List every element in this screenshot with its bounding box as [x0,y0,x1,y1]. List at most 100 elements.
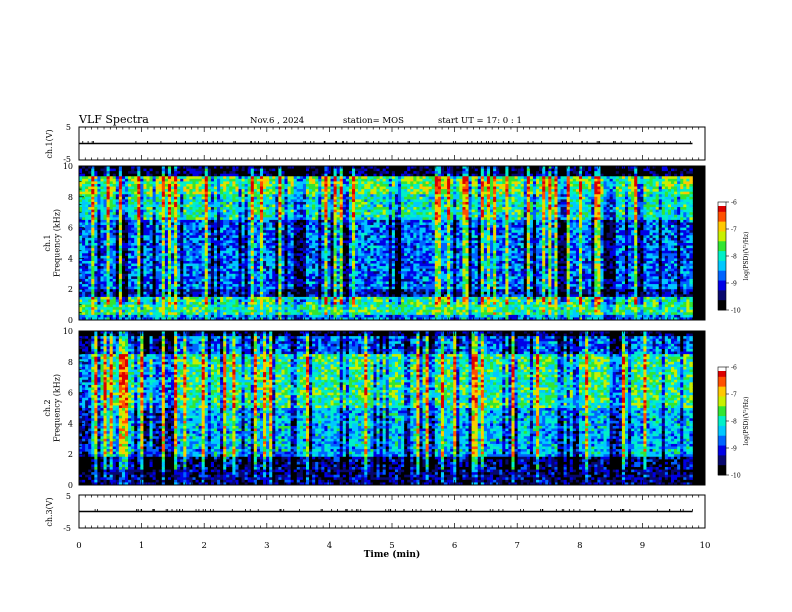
spectrogram-cell [180,230,184,234]
spectrogram-cell [177,230,181,234]
spectrogram-cell [256,294,261,298]
spectrogram-cell [143,304,147,308]
spectrogram-cell [278,289,282,293]
spectrogram-cell [131,222,135,226]
spectrogram-cell [82,243,86,246]
spectrogram-cell [247,186,252,190]
spectrogram-cell [226,240,230,244]
spectrogram-cell [312,171,316,175]
spectrogram-cell [164,271,169,275]
spectrogram-cell [100,230,104,234]
spectrogram-cell [177,199,181,203]
spectrogram-cell [109,299,114,303]
spectrogram-cell [186,181,190,185]
spectrogram-cell [302,286,307,290]
spectrogram-cell [103,178,107,182]
spectrogram-cell [281,214,285,218]
spectrogram-cell [85,207,89,210]
spectrogram-cell [256,178,261,182]
spectrogram-cell [177,243,181,246]
spectrogram-cell [180,294,184,298]
spectrogram-cell [94,294,98,298]
ch1-spectrogram-image [79,166,693,320]
spectrogram-cell [256,302,261,305]
spectrogram-cell [223,196,227,200]
spectrogram-cell [137,171,141,175]
spectrogram-cell [79,178,83,182]
spectrogram-cell [259,237,264,241]
spectrogram-cell [79,304,83,308]
spectrogram-cell [137,225,141,228]
spectrogram-cell [174,263,178,267]
spectrogram-cell [171,227,175,231]
spectrogram-cell [281,176,285,180]
spectrogram-cell [201,171,206,175]
spectrogram-cell [305,294,310,298]
spectrogram-cell [235,225,239,228]
spectrogram-cell [263,268,267,272]
spectrogram-cell [109,196,114,200]
spectrogram-cell [293,309,298,313]
spectrogram-cell [305,278,310,282]
spectrogram-cell [195,296,199,300]
spectrogram-cell [100,209,104,213]
spectrogram-cell [299,186,304,190]
spectrogram-cell [174,166,178,169]
spectrogram-cell [174,276,178,280]
spectrogram-cell [293,235,298,239]
spectrogram-cell [106,276,111,280]
spectrogram-cell [180,171,184,175]
spectrogram-cell [121,207,126,210]
spectrogram-cell [167,248,172,252]
spectrogram-cell [149,278,153,282]
spectrogram-cell [109,248,114,252]
spectrogram-cell [192,289,196,293]
spectrogram-cell [210,276,215,280]
spectrogram-cell [287,204,292,208]
spectrogram-cell [250,304,255,308]
spectrogram-cell [318,171,322,175]
spectrogram-cell [235,317,239,320]
spectrogram-cell [269,199,273,203]
spectrogram-cell [312,212,316,216]
spectrogram-cell [189,178,193,182]
spectrogram-cell [118,191,123,195]
spectrogram-cell [238,307,242,311]
spectrogram-cell [118,209,123,213]
spectrogram-cell [226,263,230,267]
spectrogram-cell [94,248,98,252]
spectrogram-cell [250,276,255,280]
spectrogram-cell [152,225,157,228]
spectrogram-cell [241,284,245,287]
spectrogram-cell [195,181,199,185]
spectrogram-cell [287,176,292,180]
spectrogram-cell [207,222,212,226]
spectrogram-cell [149,232,153,236]
spectrogram-cell [244,207,249,210]
spectrogram-cell [82,176,86,180]
spectrogram-cell [235,178,239,182]
spectrogram-cell [152,237,157,241]
spectrogram-cell [140,235,144,239]
spectrogram-cell [192,314,196,318]
spectrogram-cell [232,207,236,210]
spectrogram-cell [82,294,86,298]
spectrogram-cell [131,189,135,193]
spectrogram-cell [213,307,218,311]
spectrogram-cell [235,276,239,280]
spectrogram-cell [315,181,319,185]
spectrogram-cell [220,212,224,216]
spectrogram-cell [241,219,245,223]
spectrogram-cell [315,291,319,295]
spectrogram-cell [128,289,132,293]
spectrogram-cell [94,199,98,203]
spectrogram-cell [180,237,184,241]
spectrogram-cell [140,186,144,190]
spectrogram-cell [238,245,242,249]
spectrogram-cell [284,312,288,316]
spectrogram-cell [244,299,249,303]
spectrogram-cell [309,237,313,241]
spectrogram-cell [143,284,147,287]
spectrogram-cell [302,201,307,205]
spectrogram-cell [204,263,209,267]
